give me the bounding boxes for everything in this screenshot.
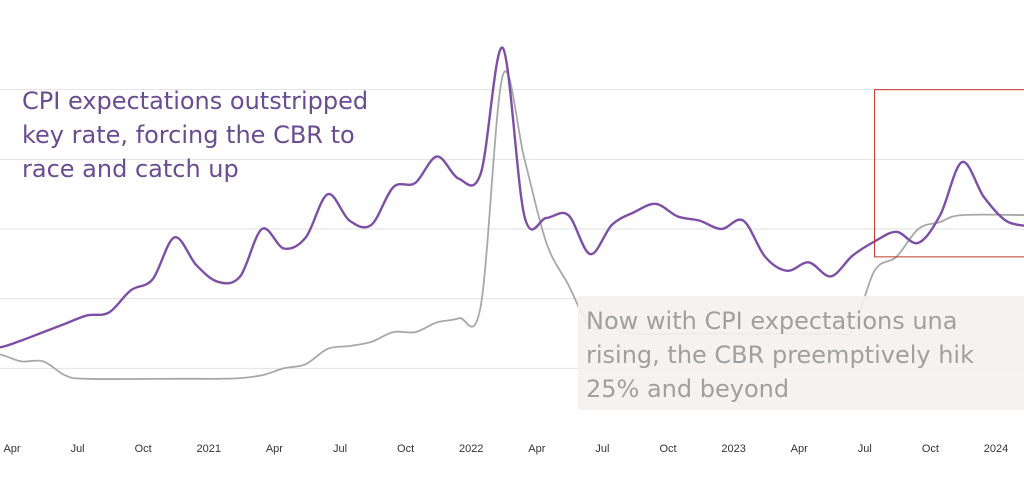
x-tick-label: Oct (135, 443, 152, 455)
x-tick-label: Apr (528, 443, 545, 455)
x-tick-label: 2024 (984, 443, 1008, 455)
highlight-layer (874, 89, 1024, 258)
x-tick-label: 2021 (197, 443, 221, 455)
x-tick-label: Jul (71, 443, 85, 455)
highlight-box (874, 89, 1024, 258)
x-tick-label: Jul (858, 443, 872, 455)
x-tick-label: Jul (595, 443, 609, 455)
annotation-left: CPI expectations outstripped key rate, f… (22, 87, 369, 183)
x-tick-label: Jul (333, 443, 347, 455)
x-tick-label: Apr (3, 443, 20, 455)
series-line-purple (0, 46, 1024, 349)
x-axis-ticks: Apr Jul Oct 2021 Apr Jul Oct 2022 Apr Jul Oct 2023 A… (3, 443, 1008, 455)
x-tick-label: Oct (659, 443, 676, 455)
x-tick-label: Oct (397, 443, 414, 455)
x-tick-label: Oct (922, 443, 939, 455)
x-tick-label: Apr (791, 443, 808, 455)
annotation-right: Now with CPI expectations una rising, th… (578, 296, 1024, 410)
x-tick-label: 2022 (459, 443, 483, 455)
x-tick-label: Apr (266, 443, 283, 455)
x-tick-label: 2023 (721, 443, 745, 455)
